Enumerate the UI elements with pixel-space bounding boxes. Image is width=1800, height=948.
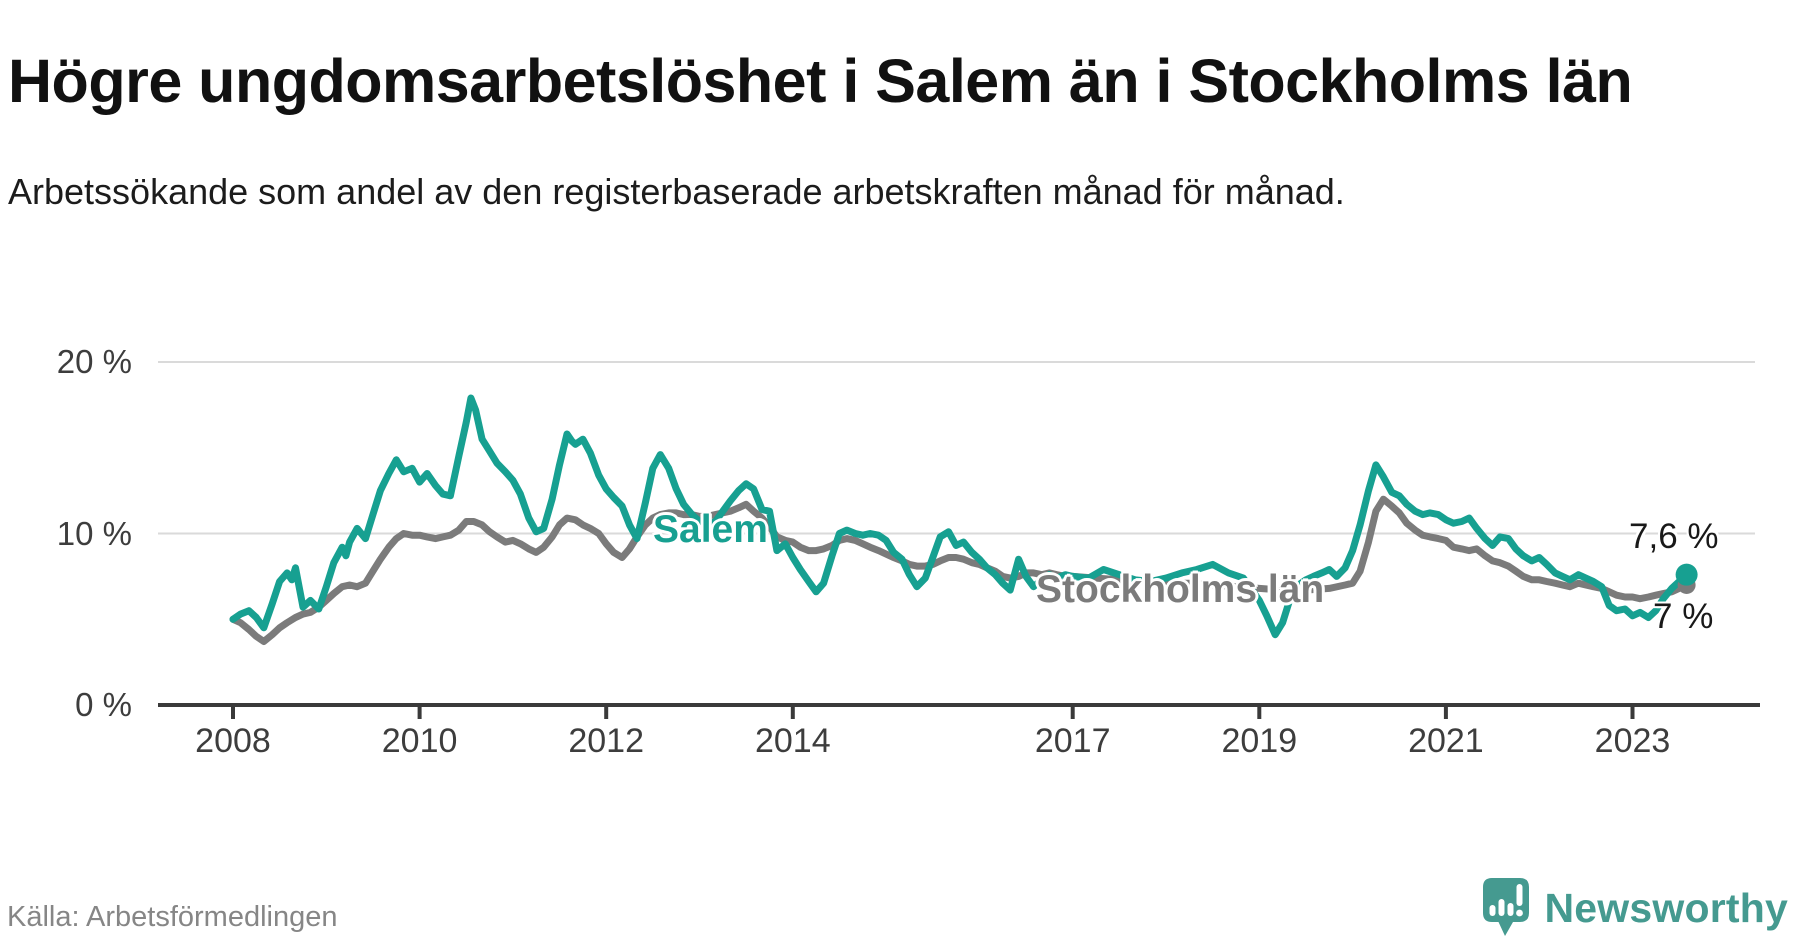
newsworthy-logo: Newsworthy	[1479, 876, 1789, 940]
end-value-label-salem: 7,6 %	[1629, 517, 1719, 556]
x-tick-label: 2008	[195, 722, 271, 760]
x-tick-label: 2019	[1221, 722, 1298, 760]
x-tick-label: 2021	[1408, 722, 1484, 760]
x-tick-label: 2010	[381, 722, 458, 760]
series-line-stockholms-lan	[229, 495, 1691, 645]
x-tick-label: 2017	[1034, 722, 1111, 760]
y-tick-label: 0 %	[75, 686, 132, 723]
newsworthy-logo-icon	[1482, 878, 1529, 936]
series-label-salem: Salem	[653, 508, 768, 551]
chart-subtitle: Arbetssökande som andel av den registerb…	[8, 171, 1345, 212]
source-note: Källa: Arbetsförmedlingen	[7, 901, 338, 933]
page-title: Högre ungdomsarbetslöshet i Salem än i S…	[8, 46, 1633, 115]
x-tick-label: 2023	[1594, 722, 1671, 760]
y-tick-label: 10 %	[56, 514, 132, 552]
y-tick-label: 20 %	[56, 343, 132, 380]
x-tick-label: 2012	[568, 722, 644, 760]
end-value-label-stockholms-lan: 7 %	[1653, 597, 1714, 636]
x-tick-label: 2014	[754, 722, 831, 760]
series-line-salem	[229, 394, 1691, 639]
series-label-stockholms-lan: Stockholms län	[1036, 568, 1325, 611]
end-dot-salem	[1675, 563, 1698, 586]
newsworthy-logo-text: Newsworthy	[1544, 884, 1788, 931]
